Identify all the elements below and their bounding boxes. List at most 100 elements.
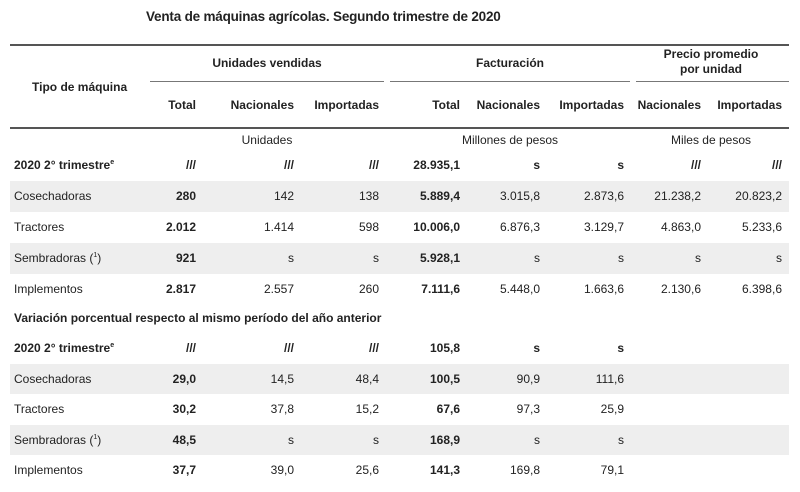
table-cell: /// [368, 158, 379, 172]
table-cell: 7.111,6 [421, 282, 460, 296]
section2-title: Variación porcentual respecto al mismo p… [14, 311, 382, 325]
table-cell: 141,3 [429, 463, 460, 477]
row-label: Tractores [14, 220, 65, 234]
table-cell: 1.663,6 [583, 282, 624, 296]
header-facturacion: Facturación [475, 56, 544, 70]
header-precio-line1: Precio promedio [663, 47, 759, 61]
table-cell: 15,2 [355, 402, 379, 416]
table-cell: s [533, 341, 540, 355]
units-facturacion: Millones de pesos [461, 133, 559, 147]
table-cell: s [534, 432, 540, 447]
table-cell: s [288, 432, 294, 447]
table-cell: 48,4 [355, 371, 379, 386]
table-cell: 3.015,8 [499, 189, 540, 203]
header-rule [10, 127, 789, 129]
table-cell: s [288, 251, 294, 265]
table-cell: s [373, 432, 379, 447]
table-cell: 2.873,6 [583, 189, 624, 203]
row-band [10, 363, 789, 394]
table-cell: 20.823,2 [735, 189, 782, 203]
table-cell: 260 [358, 282, 379, 296]
table-cell: 10.006,0 [413, 220, 460, 234]
table-cell: 1.414 [263, 220, 294, 234]
table-cell: 25,9 [600, 402, 624, 416]
row-label: Tractores [14, 402, 65, 416]
row-label: 2020 2° trimestree [14, 158, 115, 172]
table-cell: 2.012 [165, 220, 196, 234]
table-cell: 14,5 [270, 371, 294, 386]
table-cell: /// [771, 158, 782, 172]
table-cell: /// [283, 158, 294, 172]
row-label: Cosechadoras [14, 189, 92, 203]
row-label: Cosechadoras [14, 371, 92, 386]
table-cell: 2.557 [263, 282, 294, 296]
table-cell: 142 [273, 189, 294, 203]
header-separator [390, 81, 630, 82]
table-cell: s [373, 251, 379, 265]
table-cell: 37,8 [270, 402, 294, 416]
table-cell: /// [185, 341, 196, 355]
column-header-importadas: Importadas [314, 98, 379, 112]
table-cell: 169,8 [509, 463, 540, 477]
table-cell: s [617, 341, 624, 355]
row-label: Sembradoras (1) [14, 432, 102, 447]
table-cell: 105,8 [429, 341, 460, 355]
table-title: Venta de máquinas agrícolas. Segundo tri… [146, 9, 501, 24]
table-cell: 168,9 [429, 432, 460, 447]
table-cell: 6.876,3 [499, 220, 540, 234]
units-precio: Miles de pesos [670, 133, 752, 147]
units-unidades: Unidades [241, 133, 293, 147]
table-cell: 37,7 [172, 463, 196, 477]
header-tipo-maquina: Tipo de máquina [32, 80, 128, 94]
column-header-total: Total [168, 98, 196, 112]
table-cell: 67,6 [436, 402, 460, 416]
column-header-total: Total [432, 98, 460, 112]
table-cell: 25,6 [355, 463, 379, 477]
table-cell: /// [283, 341, 294, 355]
table-cell: s [695, 251, 701, 265]
column-header-nacionales: Nacionales [637, 98, 701, 112]
table-cell: /// [185, 158, 196, 172]
header-separator [150, 81, 384, 82]
table-cell: 6.398,6 [741, 282, 782, 296]
column-header-nacionales: Nacionales [230, 98, 294, 112]
table-cell: 28.935,1 [413, 158, 460, 172]
table-cell: 5.889,4 [419, 189, 460, 203]
table-cell: 111,6 [595, 371, 624, 386]
row-band [10, 243, 789, 274]
column-header-importadas: Importadas [559, 98, 624, 112]
table-cell: s [617, 158, 624, 172]
table-cell: 5.928,1 [419, 251, 460, 265]
table-cell: 97,3 [516, 402, 540, 416]
table-cell: 30,2 [172, 402, 196, 416]
column-header-importadas: Importadas [717, 98, 782, 112]
table-cell: 280 [175, 189, 196, 203]
table-cell: 5.448,0 [499, 282, 540, 296]
table-cell: 2.817 [165, 282, 196, 296]
table-cell: s [618, 251, 624, 265]
table-cell: /// [690, 158, 701, 172]
table-cell: 4.863,0 [660, 220, 701, 234]
row-label: Implementos [14, 463, 83, 477]
row-label: Sembradoras (1) [14, 251, 102, 265]
table-cell: 138 [358, 189, 379, 203]
table-cell: s [618, 432, 624, 447]
header-unidades-vendidas: Unidades vendidas [212, 56, 322, 70]
table-cell: 100,5 [429, 371, 460, 386]
row-band [10, 424, 789, 455]
row-label: 2020 2° trimestree [14, 341, 115, 355]
row-band [10, 181, 789, 212]
table-cell: 39,0 [270, 463, 294, 477]
table-cell: 21.238,2 [654, 189, 701, 203]
table-cell: 921 [175, 251, 196, 265]
top-rule [10, 44, 789, 46]
table-cell: 3.129,7 [583, 220, 624, 234]
table-cell: /// [368, 341, 379, 355]
table-cell: 598 [358, 220, 379, 234]
row-label: Implementos [14, 282, 83, 296]
table-cell: 2.130,6 [660, 282, 701, 296]
table-cell: s [776, 251, 782, 265]
table-cell: 29,0 [172, 371, 196, 386]
table-cell: 5.233,6 [741, 220, 782, 234]
header-separator [636, 81, 789, 82]
